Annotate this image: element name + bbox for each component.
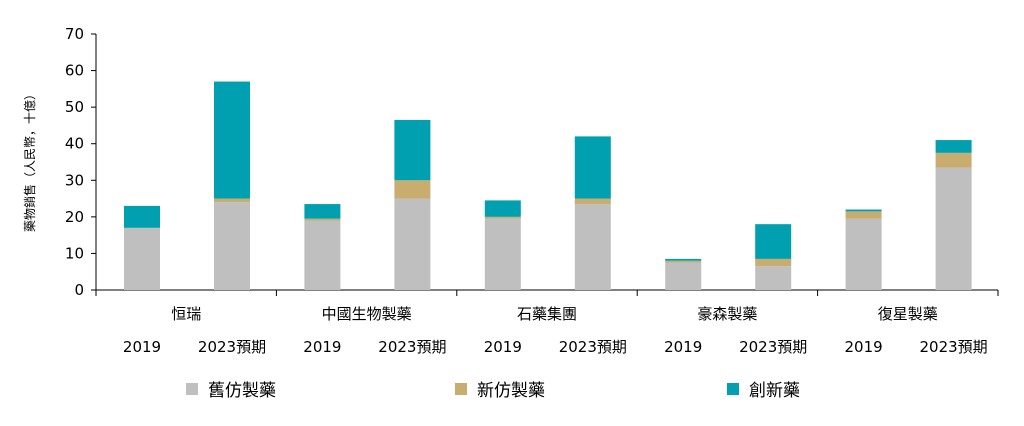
bar-segment	[124, 227, 160, 290]
bar-segment	[484, 200, 521, 217]
y-tick-label: 60	[65, 62, 84, 80]
bar-segment	[214, 81, 250, 199]
group-label: 恒瑞	[171, 305, 201, 323]
bar-year-label: 2019	[484, 338, 522, 356]
bar-segment	[394, 198, 431, 290]
legend-swatch	[727, 383, 739, 395]
bar-segment	[935, 152, 972, 168]
group-label: 石藥集團	[517, 305, 577, 323]
legend-label: 創新藥	[749, 381, 800, 401]
bar-segment	[845, 211, 882, 219]
group-label: 復星製藥	[878, 305, 938, 323]
bar-year-label: 2019	[664, 338, 702, 356]
legend-label: 舊仿製藥	[208, 381, 276, 401]
y-tick-label: 40	[65, 135, 84, 153]
bar-segment	[214, 198, 250, 203]
bar-year-label: 2023預期	[920, 338, 988, 356]
bar-segment	[845, 209, 882, 212]
plot-area: 0 10 20 30 40 50 60 70	[65, 25, 999, 299]
y-tick-label: 70	[65, 25, 84, 43]
bar-segment	[304, 220, 341, 290]
y-tick-label: 0	[74, 281, 84, 299]
bar-year-label: 2023預期	[739, 338, 807, 356]
bar-segment	[124, 205, 160, 228]
bar-segment	[484, 216, 521, 219]
bar-year-label: 2019	[303, 338, 341, 356]
y-axis-title: 藥物銷售（人民幣，十億）	[22, 88, 37, 232]
bar-segment	[755, 266, 792, 290]
bar-year-label: 2023預期	[198, 338, 266, 356]
bar-segment	[574, 136, 611, 199]
bar-segment	[755, 224, 792, 259]
bar-segment	[665, 262, 702, 290]
bar-segment	[935, 167, 972, 290]
bar-segment	[665, 258, 702, 261]
bar-segment	[574, 198, 611, 205]
y-tick-label: 10	[65, 244, 84, 262]
group-label: 豪森製藥	[697, 305, 757, 323]
bar-year-label: 2019	[845, 338, 883, 356]
bar-segment	[394, 180, 431, 199]
bar-segment	[755, 258, 792, 267]
group-label: 中國生物製藥	[322, 305, 412, 323]
bar-segment	[574, 204, 611, 290]
bar-segment	[394, 119, 431, 181]
bar-segment	[214, 202, 250, 290]
legend: 舊仿製藥 新仿製藥 創新藥	[186, 381, 800, 401]
y-tick-label: 50	[65, 98, 84, 116]
bar-segment	[304, 218, 341, 221]
category-labels: 2019 2023預期 恒瑞 2019 2023預期 中國生物製藥 2019 2023預期 石藥…	[123, 305, 988, 356]
y-tick-label: 30	[65, 171, 84, 189]
bar-segment	[304, 204, 341, 219]
legend-swatch	[455, 383, 467, 395]
bar-segment	[935, 140, 972, 153]
bar-segment	[845, 218, 882, 290]
y-tick-label: 20	[65, 208, 84, 226]
legend-label: 新仿製藥	[477, 381, 545, 401]
bar-year-label: 2019	[123, 338, 161, 356]
bar-segment	[484, 218, 521, 290]
bar-year-label: 2023預期	[559, 338, 627, 356]
legend-swatch	[186, 383, 198, 395]
bar-segment	[665, 260, 702, 263]
bar-year-label: 2023預期	[378, 338, 446, 356]
